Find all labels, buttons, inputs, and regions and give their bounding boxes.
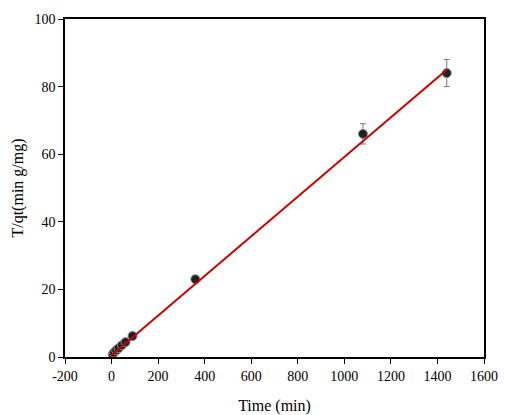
svg-text:1400: 1400: [423, 369, 451, 384]
svg-text:20: 20: [41, 282, 55, 297]
svg-text:T/qt(min g/mg): T/qt(min g/mg): [9, 138, 27, 237]
svg-text:-200: -200: [52, 369, 78, 384]
svg-text:60: 60: [41, 147, 55, 162]
svg-text:200: 200: [148, 369, 169, 384]
svg-text:800: 800: [287, 369, 308, 384]
svg-text:80: 80: [41, 80, 55, 95]
svg-text:100: 100: [34, 12, 55, 27]
svg-text:0: 0: [108, 369, 115, 384]
svg-text:400: 400: [194, 369, 215, 384]
svg-text:1200: 1200: [377, 369, 405, 384]
svg-text:1000: 1000: [330, 369, 358, 384]
svg-text:600: 600: [241, 369, 262, 384]
svg-text:0: 0: [48, 350, 55, 365]
svg-text:40: 40: [41, 215, 55, 230]
svg-text:Time (min): Time (min): [238, 397, 311, 415]
svg-text:1600: 1600: [470, 369, 498, 384]
